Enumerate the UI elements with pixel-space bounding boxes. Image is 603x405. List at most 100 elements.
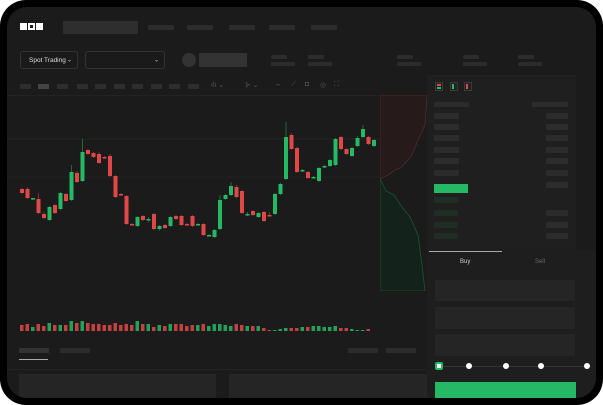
ask-amount [546,113,568,119]
candle [317,168,321,181]
nav-item[interactable] [269,25,295,30]
candle-type-icon[interactable]: ılı ⌄ [211,82,225,89]
tab-sell[interactable]: Sell [535,259,546,265]
timeframe-button[interactable] [20,84,31,89]
stat-label [397,55,413,59]
amount-input[interactable] [435,307,575,329]
volume-bar [355,330,359,331]
volume-bar [366,329,370,331]
timeframe-button[interactable] [114,84,125,89]
candle [361,129,365,137]
volume-bar [64,325,68,331]
total-input[interactable] [435,334,575,356]
bid-price[interactable] [434,233,458,239]
volume-bar [25,324,29,331]
candle [207,235,211,237]
tab-buy[interactable]: Buy [460,259,471,265]
volume-bar [163,326,167,331]
volume-bar [91,324,95,331]
ask-price[interactable] [434,124,459,130]
search-placeholder[interactable] [63,21,138,34]
bid-price[interactable] [434,222,458,228]
candle [196,224,200,226]
orderbook-asks-icon[interactable] [464,82,472,91]
slider-stop-50[interactable] [503,363,509,369]
settings-icon[interactable]: ◎ [320,82,327,89]
slider-track[interactable] [439,366,587,367]
buy-submit-button[interactable] [435,382,576,398]
timeframe-button[interactable] [151,84,162,89]
slider-stop-75[interactable] [538,363,544,369]
bid-price[interactable] [434,197,458,203]
nav-item[interactable] [311,25,337,30]
filter-button[interactable] [348,348,378,353]
filter-button[interactable] [386,348,416,353]
timeframe-button[interactable] [188,84,199,89]
tab-order-history[interactable] [60,348,90,353]
slider-stop-100[interactable] [584,363,590,369]
volume-bar [58,325,62,331]
ask-price[interactable] [434,170,459,176]
okx-logo[interactable] [20,23,43,30]
ask-amount [546,135,568,141]
orderbook-both-icon[interactable] [435,82,443,91]
timeframe-button[interactable] [77,84,88,89]
ask-price[interactable] [434,158,459,164]
ask-price[interactable] [434,147,459,153]
stat-label [308,55,324,59]
bid-price[interactable] [434,210,458,216]
candle [306,172,310,178]
candle [284,137,288,179]
nav-item[interactable] [229,25,255,30]
camera-icon[interactable]: ◘ [305,81,310,88]
ask-price[interactable] [434,135,459,141]
timeframe-button[interactable] [57,84,68,89]
timeframe-button[interactable] [132,84,143,89]
draw-line-icon[interactable]: ∼ [275,82,281,89]
candle [190,216,195,226]
slider-stop-25[interactable] [466,363,472,369]
slider-handle[interactable] [435,362,443,370]
candle [119,194,123,196]
depth-chart [380,95,427,291]
volume-bar [251,326,255,331]
candle [223,195,228,199]
volume-bar [179,324,183,331]
volume-bar [185,326,189,331]
ruler-icon[interactable]: ⟋ [291,81,296,88]
bid-depth-area [380,178,426,291]
candle [53,205,57,213]
candle [212,230,217,237]
volume-bar [322,327,326,331]
timeframe-button-active[interactable] [38,84,49,89]
volume-bar [207,326,211,331]
candle [339,137,343,149]
fullscreen-icon[interactable]: ⛶ [334,81,339,88]
tab-open-orders[interactable] [19,348,49,353]
candle [240,191,244,213]
candle [58,193,63,209]
orderbook-bids-icon[interactable] [450,82,458,91]
volume-bar [97,324,101,331]
candle [113,176,118,197]
active-tab-indicator [429,251,502,252]
timeframe-button[interactable] [169,84,180,89]
candle [372,140,376,146]
indicator-icon[interactable]: ⊱ ⌄ [245,82,259,89]
volume-bar [223,325,227,331]
candlestick-chart[interactable] [7,95,380,335]
candle [42,214,46,218]
price-input[interactable] [435,280,575,301]
nav-item[interactable] [148,25,174,30]
candle [91,153,96,157]
candle [163,225,167,228]
ask-amount [546,147,568,153]
volume-bar [212,324,216,331]
candle [229,186,233,195]
nav-item[interactable] [187,25,213,30]
trading-pair-dropdown[interactable]: ⌄ [85,51,165,69]
ask-price[interactable] [434,113,459,119]
timeframe-button[interactable] [95,84,106,89]
candle [333,139,338,165]
market-type-dropdown[interactable]: Spot Trading ⌄ [20,51,78,69]
